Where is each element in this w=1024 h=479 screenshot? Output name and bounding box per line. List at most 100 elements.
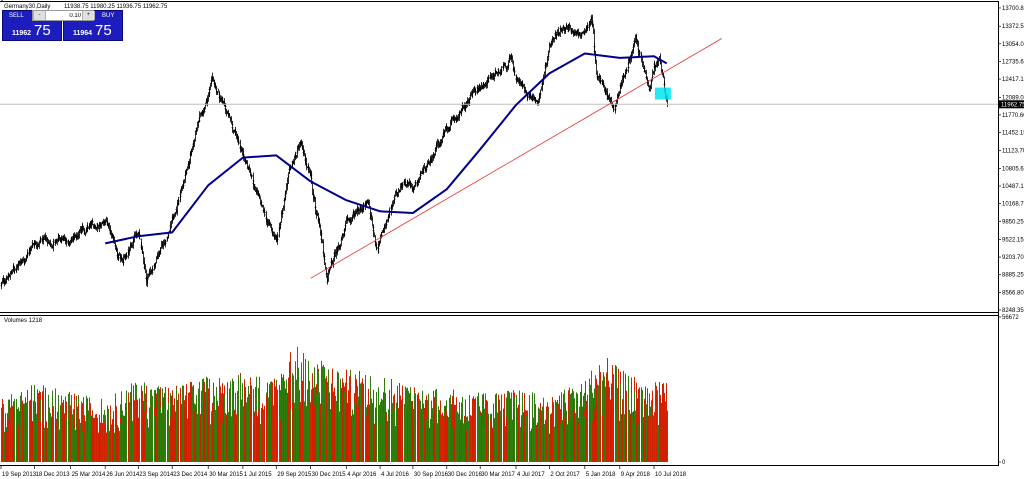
volume-bar	[88, 410, 89, 462]
volume-bar	[437, 423, 438, 462]
volume-bar	[181, 421, 182, 462]
volume-bar	[296, 379, 297, 462]
volume-bar	[418, 392, 419, 462]
volume-bar	[217, 409, 218, 462]
volume-bar	[560, 423, 561, 462]
volume-bar	[115, 393, 116, 462]
volume-bar	[17, 430, 18, 462]
time-tick-label: 23 Sep 2014	[139, 472, 174, 478]
volume-bar	[475, 410, 476, 462]
volume-bar	[190, 384, 191, 462]
volume-bar	[536, 424, 537, 462]
volume-bar	[465, 399, 466, 462]
lot-size-input[interactable]	[47, 11, 81, 20]
moving-average-line[interactable]	[104, 52, 668, 245]
price-bar	[638, 50, 641, 55]
volume-bar	[82, 430, 83, 462]
volume-bar	[440, 400, 441, 462]
price-tick-label: 10487.15	[1002, 184, 1024, 190]
volume-bar	[20, 395, 21, 462]
volume-bar	[193, 408, 194, 462]
volume-bar	[449, 414, 450, 462]
time-tick-label: 4 Apr 2016	[347, 472, 377, 478]
volume-bar	[258, 408, 259, 462]
collapse-triangle-icon[interactable]	[0, 0, 4, 2]
price-bar	[250, 175, 253, 178]
volume-bar	[60, 414, 61, 462]
volume-bar	[497, 412, 498, 462]
volume-bar	[491, 413, 492, 462]
volume-bar	[539, 408, 540, 462]
volume-bar	[288, 384, 289, 462]
volume-bar	[84, 415, 85, 462]
volume-bar	[272, 382, 273, 462]
volume-bar	[387, 421, 388, 462]
volume-bar	[363, 383, 364, 462]
volume-bar	[268, 397, 269, 462]
volume-bar	[150, 389, 151, 462]
volume-bar	[561, 392, 562, 462]
volume-bar	[453, 420, 454, 462]
volume-bar	[661, 403, 662, 462]
lot-increase-button[interactable]: +	[82, 11, 95, 20]
price-bar	[625, 69, 628, 72]
highlight-marker[interactable]	[654, 87, 671, 100]
volume-bar	[46, 421, 47, 462]
volume-bar	[289, 401, 290, 462]
time-tick-label: 26 Jun 2014	[106, 472, 140, 478]
volume-bar	[505, 426, 506, 462]
volume-bar	[447, 415, 448, 462]
volume-bar	[541, 410, 542, 462]
volume-bar	[266, 395, 267, 462]
volume-bar	[172, 390, 173, 462]
volume-bar	[233, 422, 234, 462]
volume-bar	[389, 389, 390, 462]
volume-bar	[384, 378, 385, 462]
indicator-overlay	[0, 38, 998, 279]
volume-bar	[426, 419, 427, 462]
price-bar	[393, 197, 396, 205]
volume-bar	[279, 415, 280, 462]
trendline[interactable]	[310, 38, 722, 279]
volume-bar	[135, 382, 136, 462]
volume-bar	[187, 418, 188, 462]
volume-bar	[376, 419, 377, 462]
volume-bar	[333, 391, 334, 462]
volume-bar	[318, 371, 319, 462]
volume-bar	[304, 401, 305, 462]
volume-bar	[149, 407, 150, 462]
volume-bar	[371, 413, 372, 462]
volume-bar	[58, 395, 59, 462]
price-bar	[622, 77, 625, 82]
volume-bar	[7, 413, 8, 462]
volume-bar	[50, 413, 51, 462]
volume-bar	[532, 396, 533, 462]
volume-bar	[155, 390, 156, 462]
volume-bar	[353, 421, 354, 462]
volume-bar	[438, 424, 439, 462]
volume-bar	[594, 409, 595, 462]
volume-bar	[5, 413, 6, 462]
volume-bar	[264, 405, 265, 462]
lot-decrease-button[interactable]: -	[33, 11, 46, 20]
volume-bar	[330, 409, 331, 462]
volume-bar	[251, 418, 252, 462]
volume-bar	[575, 413, 576, 462]
volume-bar	[185, 409, 186, 462]
volume-bar	[378, 387, 379, 462]
volume-bar	[125, 423, 126, 462]
volume-bar	[351, 415, 352, 462]
volume-bar	[362, 378, 363, 462]
volume-bar	[306, 408, 307, 462]
volume-bar	[21, 414, 22, 462]
volume-bar	[122, 410, 123, 462]
volume-bar	[212, 403, 213, 462]
volume-bar	[107, 432, 108, 462]
price-bar	[487, 74, 490, 79]
volume-bar	[653, 415, 654, 462]
volume-bar	[48, 419, 49, 462]
volume-bar	[406, 388, 407, 462]
volume-bar	[317, 364, 318, 462]
volume-bar	[186, 384, 187, 462]
